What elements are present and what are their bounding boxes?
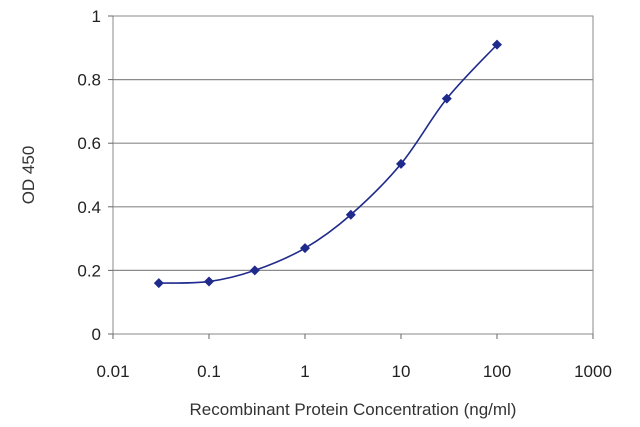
y-tick-label: 0.2 — [77, 261, 101, 280]
x-tick-label: 1 — [300, 362, 309, 381]
data-point — [492, 39, 502, 50]
x-tick-label: 0.01 — [96, 362, 129, 381]
data-point — [249, 265, 260, 276]
x-tick-label: 1000 — [574, 362, 612, 381]
y-tick-label: 1 — [92, 7, 101, 26]
series-layer — [153, 39, 502, 289]
y-tick-label: 0.4 — [77, 198, 101, 217]
data-point — [204, 276, 214, 287]
data-point — [396, 158, 406, 169]
x-tick-label: 10 — [392, 362, 411, 381]
gridlines — [113, 78, 593, 271]
data-point — [300, 243, 310, 254]
y-tick-label: 0.8 — [77, 71, 101, 90]
x-tick-label: 0.1 — [197, 362, 221, 381]
y-axis-ticks: 0 0.2 0.4 0.6 0.8 1 — [77, 7, 113, 344]
plot-area — [112, 15, 594, 335]
y-tick-label: 0 — [92, 325, 101, 344]
x-axis-title: Recombinant Protein Concentration (ng/ml… — [190, 400, 517, 419]
x-tick-label: 100 — [483, 362, 511, 381]
y-tick-label: 0.6 — [77, 134, 101, 153]
data-point — [441, 93, 452, 104]
data-point — [345, 209, 356, 220]
y-axis-title: OD 450 — [19, 146, 38, 205]
x-axis-ticks: 0.01 0.1 1 10 100 1000 — [96, 334, 612, 381]
data-point — [153, 278, 164, 289]
